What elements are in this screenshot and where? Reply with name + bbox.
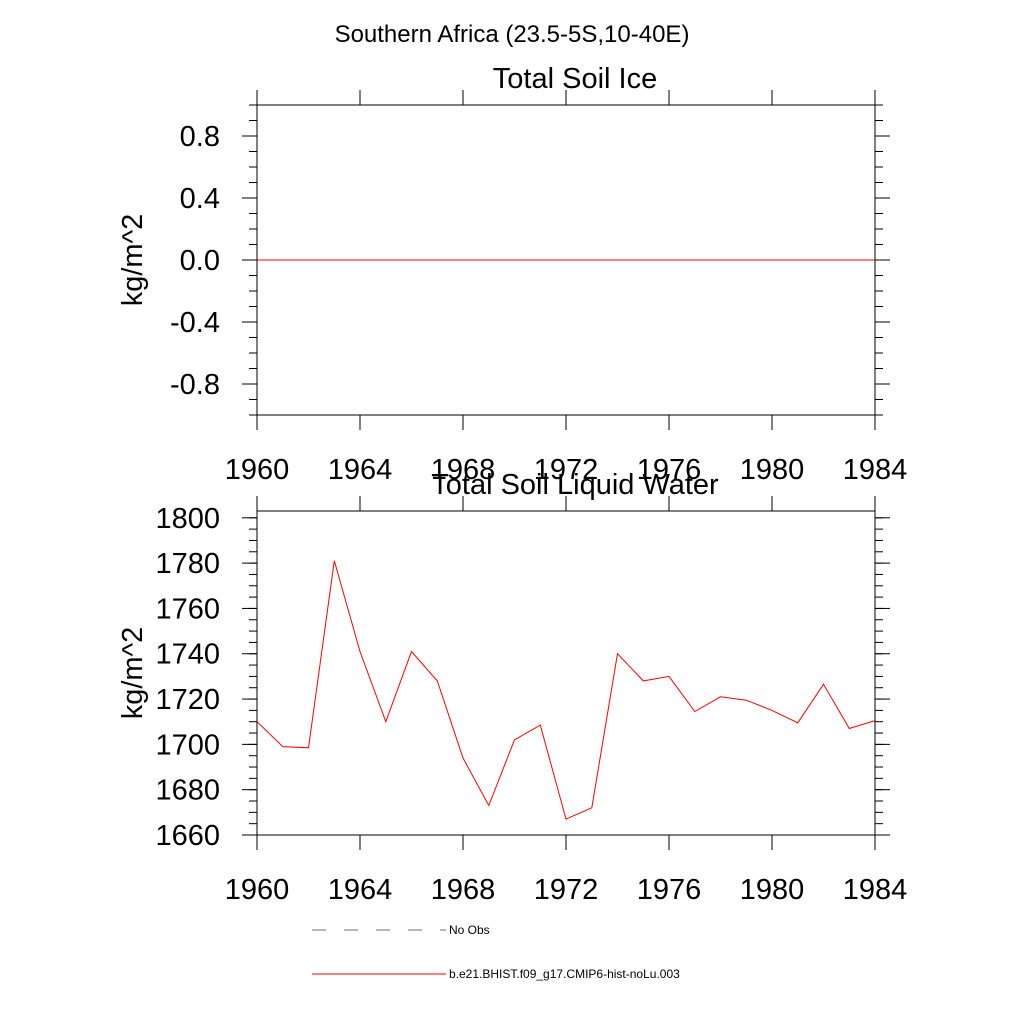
x-tick-label: 1980 <box>740 874 805 906</box>
legend-label-model: b.e21.BHIST.f09_g17.CMIP6-hist-noLu.003 <box>449 967 680 981</box>
y-tick-label: 1660 <box>155 820 220 852</box>
panel-total-soil-liquid-water: Total Soil Liquid Water kg/m^2 1960 1964 196… <box>117 469 907 906</box>
plot-frame <box>256 510 876 836</box>
x-tick-label: 1984 <box>843 454 908 486</box>
legend: No Obs b.e21.BHIST.f09_g17.CMIP6-hist-no… <box>312 923 680 981</box>
legend-label-no-obs: No Obs <box>449 923 490 937</box>
panel-total-soil-ice: Total Soil Ice kg/m^2 1960 1964 1968 1972 1976… <box>117 63 907 486</box>
x-tick-label: 1984 <box>843 874 908 906</box>
x-tick-label: 1976 <box>637 454 702 486</box>
x-tick-label: 1960 <box>225 454 290 486</box>
chart-title: Total Soil Liquid Water <box>431 469 719 501</box>
y-tick-label: 1800 <box>155 503 220 535</box>
x-tick-label: 1964 <box>328 454 393 486</box>
y-tick-label: 1720 <box>155 684 220 716</box>
y-axis-label: kg/m^2 <box>117 627 149 720</box>
y-tick-label: 1740 <box>155 639 220 671</box>
figure-title: Southern Africa (23.5-5S,10-40E) <box>335 21 690 48</box>
x-tick-label: 1980 <box>740 454 805 486</box>
y-tick-label: 1780 <box>155 548 220 580</box>
y-tick-label: 1760 <box>155 593 220 625</box>
x-tick-label: 1960 <box>225 874 290 906</box>
y-axis-label: kg/m^2 <box>117 214 149 307</box>
y-tick-label: -0.4 <box>170 307 220 339</box>
x-tick-label: 1968 <box>431 874 496 906</box>
x-tick-label: 1964 <box>328 874 393 906</box>
chart-title: Total Soil Ice <box>493 63 657 95</box>
x-tick-label: 1972 <box>534 874 599 906</box>
x-tick-label: 1976 <box>637 874 702 906</box>
y-tick-label: 0.4 <box>180 183 220 215</box>
x-tick-label: 1968 <box>431 454 496 486</box>
y-tick-label: 1680 <box>155 775 220 807</box>
y-tick-label: -0.8 <box>170 369 220 401</box>
series-line <box>256 560 876 820</box>
y-tick-label: 1700 <box>155 729 220 761</box>
y-tick-label: 0.0 <box>180 245 220 277</box>
y-tick-label: 0.8 <box>180 121 220 153</box>
x-tick-label: 1972 <box>534 454 599 486</box>
